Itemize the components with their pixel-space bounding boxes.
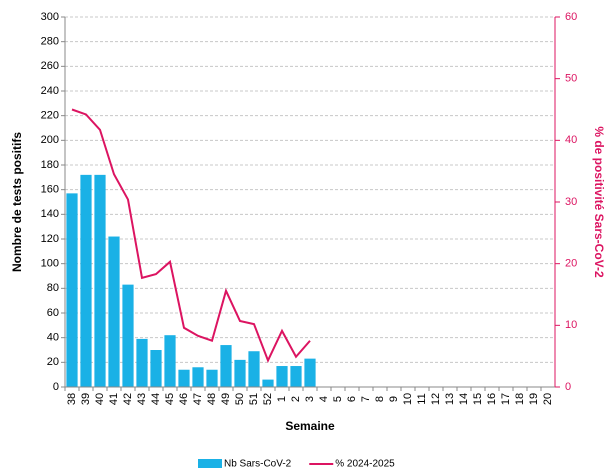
y-tick-label: 80	[47, 282, 59, 294]
bar	[178, 369, 190, 387]
y-tick-label: 240	[41, 85, 59, 97]
x-tick-label: 10	[402, 393, 414, 405]
bar	[150, 350, 162, 387]
x-tick-label: 43	[136, 393, 148, 405]
x-tick-label: 41	[108, 393, 120, 405]
x-tick-label: 49	[220, 393, 232, 405]
legend-swatch	[198, 459, 222, 468]
x-tick-label: 50	[234, 393, 246, 405]
bar	[248, 351, 260, 387]
y2-tick-label: 20	[565, 258, 577, 270]
y-tick-label: 160	[41, 184, 59, 196]
y-tick-label: 300	[41, 11, 59, 23]
y-axis-title: Nombre de tests positifs	[10, 132, 24, 272]
x-tick-label: 39	[80, 393, 92, 405]
x-tick-label: 7	[360, 396, 372, 402]
y-tick-label: 220	[41, 110, 59, 122]
x-tick-label: 15	[472, 393, 484, 405]
bar	[94, 174, 106, 387]
x-tick-label: 45	[164, 393, 176, 405]
x-tick-label: 8	[374, 396, 386, 402]
y-tick-label: 260	[41, 60, 59, 72]
bar	[108, 236, 120, 387]
bar	[192, 367, 204, 387]
x-tick-label: 5	[332, 396, 344, 402]
y-tick-label: 200	[41, 134, 59, 146]
x-tick-label: 16	[486, 393, 498, 405]
bar	[136, 338, 148, 387]
x-tick-label: 20	[542, 393, 554, 405]
bar	[220, 345, 232, 387]
x-tick-label: 6	[346, 396, 358, 402]
x-tick-label: 13	[444, 393, 456, 405]
y2-tick-label: 50	[565, 73, 577, 85]
x-tick-label: 11	[416, 393, 428, 404]
x-tick-label: 9	[388, 396, 400, 402]
y-tick-label: 60	[47, 307, 59, 319]
x-tick-label: 51	[248, 393, 260, 405]
y-tick-label: 140	[41, 208, 59, 220]
x-tick-label: 44	[150, 393, 162, 405]
x-tick-label: 48	[206, 393, 218, 405]
bar	[66, 193, 78, 387]
x-tick-label: 46	[178, 393, 190, 405]
bar	[290, 366, 302, 387]
line	[71, 108, 311, 364]
legend-label: Nb Sars-CoV-2	[224, 459, 292, 470]
y2-tick-label: 10	[565, 319, 577, 331]
y2-tick-label: 30	[565, 196, 577, 208]
y-tick-label: 100	[41, 258, 59, 270]
bar	[80, 174, 92, 387]
bar	[164, 335, 176, 387]
x-tick-label: 47	[192, 393, 204, 405]
y-tick-label: 180	[41, 159, 59, 171]
x-tick-label: 3	[304, 396, 316, 402]
x-tick-label: 1	[276, 396, 288, 402]
x-tick-label: 18	[514, 393, 526, 405]
x-tick-label: 12	[430, 393, 442, 405]
y-tick-label: 120	[41, 233, 59, 245]
y-tick-label: 20	[47, 356, 59, 368]
x-tick-label: 4	[318, 396, 330, 402]
y2-tick-label: 60	[565, 11, 577, 23]
x-tick-label: 19	[528, 393, 540, 405]
x-axis-title: Semaine	[285, 419, 335, 433]
y2-tick-label: 40	[565, 134, 577, 146]
bar	[234, 359, 246, 387]
y2-tick-label: 0	[565, 381, 571, 393]
bar	[276, 366, 288, 387]
y-tick-label: 40	[47, 332, 59, 344]
x-tick-label: 40	[94, 393, 106, 405]
bar	[262, 379, 274, 387]
y2-axis-title: % de positivité Sars-CoV-2	[592, 126, 606, 278]
legend-label: % 2024-2025	[335, 459, 395, 470]
x-tick-label: 38	[66, 393, 78, 405]
x-tick-label: 42	[122, 393, 134, 405]
x-tick-label: 2	[290, 396, 302, 402]
x-tick-label: 52	[262, 393, 274, 405]
bar	[122, 284, 134, 387]
y-tick-label: 280	[41, 36, 59, 48]
x-tick-label: 14	[458, 393, 470, 405]
y-tick-label: 0	[53, 381, 59, 393]
bar	[206, 369, 218, 387]
x-tick-label: 17	[500, 393, 512, 405]
bar	[304, 358, 316, 387]
